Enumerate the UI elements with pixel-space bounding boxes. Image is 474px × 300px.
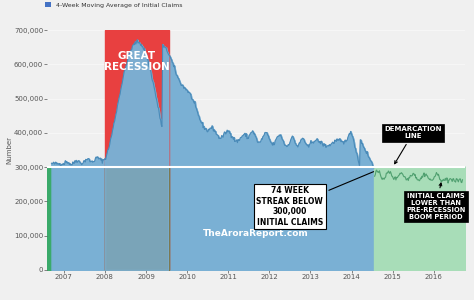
Text: GREAT
RECESSION: GREAT RECESSION [104,51,170,72]
Text: TheAroraReport.com: TheAroraReport.com [203,230,309,238]
Bar [105,30,169,270]
Text: 74 WEEK
STREAK BELOW
300,000
INITIAL CLAIMS: 74 WEEK STREAK BELOW 300,000 INITIAL CLA… [256,172,374,227]
Text: DEMARCATION
LINE: DEMARCATION LINE [384,126,442,164]
Legend: 4-Week Moving Average of Initial Claims: 4-Week Moving Average of Initial Claims [42,0,185,10]
Text: INITIAL CLAIMS
LOWER THAN
PRE-RECESSION
BOOM PERIOD: INITIAL CLAIMS LOWER THAN PRE-RECESSION … [406,183,465,220]
Y-axis label: Number: Number [7,136,13,164]
